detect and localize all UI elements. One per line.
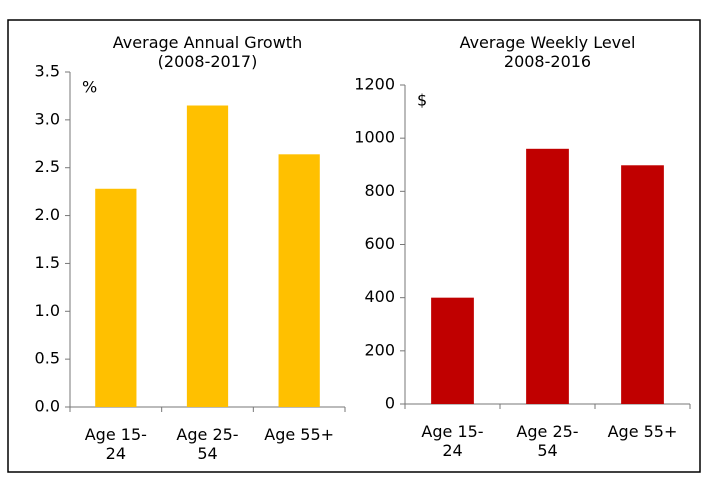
y-tick-label: 2.5 bbox=[35, 157, 60, 176]
y-tick-label: 3.5 bbox=[35, 62, 60, 81]
y-tick-label: 400 bbox=[364, 287, 395, 306]
x-tick-label: Age 25-54 bbox=[176, 425, 239, 463]
y-tick-label: 1200 bbox=[354, 75, 395, 94]
y-tick-label: 3.0 bbox=[35, 109, 60, 128]
x-tick-label: Age 15-24 bbox=[421, 422, 484, 460]
bar bbox=[278, 154, 320, 407]
y-tick-label: 1.0 bbox=[35, 301, 60, 320]
x-tick-label: Age 55+ bbox=[607, 422, 678, 441]
y-tick-label: 0.0 bbox=[35, 397, 60, 416]
x-tick-label: Age 15-24 bbox=[84, 425, 147, 463]
chart-title: Average Annual Growth (2008-2017) bbox=[112, 33, 303, 71]
bar bbox=[186, 105, 229, 407]
bar bbox=[526, 148, 569, 404]
y-tick-label: 1.5 bbox=[35, 253, 60, 272]
x-tick-label: Age 55+ bbox=[264, 425, 335, 444]
bar bbox=[431, 297, 474, 404]
chart-title: Average Weekly Level 2008-2016 bbox=[459, 33, 636, 71]
unit-label: % bbox=[82, 78, 97, 97]
y-tick-label: 600 bbox=[364, 234, 395, 253]
x-tick-label: Age 25-54 bbox=[516, 422, 579, 460]
y-tick-label: 800 bbox=[364, 181, 395, 200]
y-tick-label: 0 bbox=[385, 394, 395, 413]
y-tick-label: 200 bbox=[364, 340, 395, 359]
bar bbox=[621, 165, 664, 404]
unit-label: $ bbox=[417, 91, 427, 110]
y-tick-label: 1000 bbox=[354, 128, 395, 147]
y-tick-label: 0.5 bbox=[35, 349, 60, 368]
y-tick-label: 2.0 bbox=[35, 205, 60, 224]
frame bbox=[7, 19, 701, 473]
bar bbox=[95, 188, 137, 407]
